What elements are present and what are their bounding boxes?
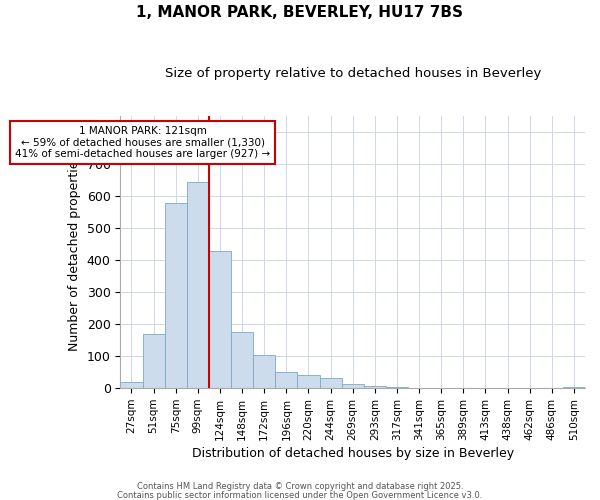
Text: Contains HM Land Registry data © Crown copyright and database right 2025.: Contains HM Land Registry data © Crown c…: [137, 482, 463, 491]
Bar: [231, 332, 253, 388]
Bar: [386, 387, 408, 388]
Bar: [298, 376, 320, 388]
Bar: [143, 334, 164, 388]
X-axis label: Distribution of detached houses by size in Beverley: Distribution of detached houses by size …: [191, 447, 514, 460]
Bar: [320, 378, 341, 388]
Title: Size of property relative to detached houses in Beverley: Size of property relative to detached ho…: [164, 68, 541, 80]
Text: 1, MANOR PARK, BEVERLEY, HU17 7BS: 1, MANOR PARK, BEVERLEY, HU17 7BS: [137, 5, 464, 20]
Bar: [187, 182, 209, 388]
Y-axis label: Number of detached properties: Number of detached properties: [68, 154, 81, 351]
Bar: [121, 382, 143, 388]
Bar: [364, 386, 386, 388]
Bar: [253, 356, 275, 388]
Bar: [275, 372, 298, 388]
Bar: [164, 202, 187, 388]
Bar: [563, 386, 585, 388]
Bar: [209, 250, 231, 388]
Text: 1 MANOR PARK: 121sqm
← 59% of detached houses are smaller (1,330)
41% of semi-de: 1 MANOR PARK: 121sqm ← 59% of detached h…: [15, 126, 270, 159]
Text: Contains public sector information licensed under the Open Government Licence v3: Contains public sector information licen…: [118, 490, 482, 500]
Bar: [341, 384, 364, 388]
